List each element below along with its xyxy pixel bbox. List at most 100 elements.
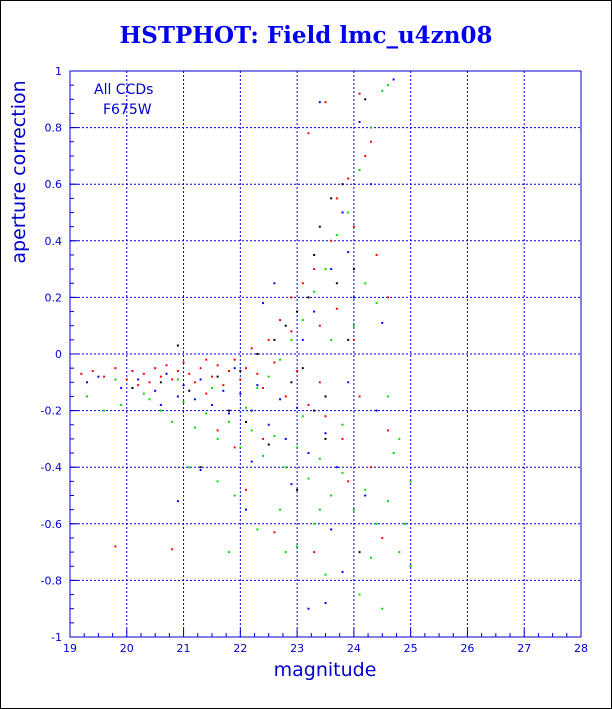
data-point <box>330 338 333 341</box>
data-point <box>347 211 350 214</box>
data-point <box>165 364 168 367</box>
data-point <box>318 225 321 228</box>
data-point <box>301 282 304 285</box>
x-tick-label: 27 <box>517 642 531 655</box>
axis-ticks: 19 20 21 22 23 24 25 26 27 28 1 0.8 0.6 0.4 0.2 0 -0.2 -0… <box>41 65 588 655</box>
data-point <box>290 338 293 341</box>
data-point <box>381 321 384 324</box>
data-point <box>324 268 327 271</box>
data-point <box>188 389 191 392</box>
data-point <box>222 384 225 387</box>
data-point <box>330 268 333 271</box>
data-point <box>347 381 350 384</box>
data-point <box>256 353 259 355</box>
data-point <box>250 409 253 412</box>
data-point <box>262 454 265 457</box>
x-tick-label: 26 <box>460 642 474 655</box>
data-point <box>148 398 151 401</box>
data-point <box>318 457 321 460</box>
data-point <box>352 296 355 299</box>
data-point <box>273 338 276 341</box>
data-point <box>369 126 372 129</box>
data-point <box>364 154 367 157</box>
data-point <box>199 469 202 472</box>
data-point <box>386 84 389 87</box>
data-point <box>307 296 310 299</box>
data-points <box>80 78 412 610</box>
data-point <box>341 570 344 573</box>
data-point <box>364 282 367 285</box>
data-point <box>284 395 287 398</box>
data-point <box>256 372 259 375</box>
data-point <box>239 369 242 372</box>
data-point <box>273 361 276 364</box>
data-point <box>245 420 248 423</box>
data-point <box>284 324 287 327</box>
data-point <box>369 140 372 143</box>
data-point <box>290 296 293 299</box>
data-point <box>279 319 282 322</box>
data-point <box>182 384 185 387</box>
data-point <box>330 528 333 531</box>
data-point <box>347 251 350 254</box>
data-point <box>409 565 412 568</box>
data-point <box>142 372 145 375</box>
data-point <box>307 477 310 480</box>
data-point <box>352 225 355 228</box>
data-point <box>364 488 367 491</box>
data-point <box>250 347 253 350</box>
data-point <box>296 369 299 372</box>
data-point <box>205 392 208 395</box>
x-tick-label: 22 <box>233 642 247 655</box>
y-tick-label: 0.8 <box>45 122 63 135</box>
data-point <box>210 403 213 406</box>
data-point <box>262 437 265 440</box>
data-point <box>80 372 83 375</box>
data-point <box>222 389 225 392</box>
data-point <box>358 395 361 398</box>
data-point <box>205 358 208 361</box>
data-point <box>381 89 384 92</box>
data-point <box>375 409 378 412</box>
data-point <box>142 392 145 395</box>
data-point <box>364 494 367 497</box>
data-point <box>245 508 248 511</box>
data-point <box>369 183 372 186</box>
data-point <box>330 494 333 497</box>
data-point <box>216 437 219 440</box>
data-point <box>171 378 174 381</box>
data-point <box>352 338 355 341</box>
data-point <box>403 522 406 525</box>
data-point <box>245 488 248 491</box>
data-point <box>125 378 128 381</box>
data-point <box>267 375 270 378</box>
data-point <box>324 395 327 398</box>
data-point <box>154 367 157 370</box>
data-point <box>159 409 162 412</box>
data-point <box>97 375 100 378</box>
data-point <box>279 358 282 361</box>
data-point <box>341 471 344 474</box>
data-point <box>313 522 316 525</box>
x-tick-label: 28 <box>574 642 588 655</box>
data-point <box>386 500 389 503</box>
data-point <box>256 386 259 389</box>
data-point <box>250 429 253 432</box>
data-point <box>335 307 338 310</box>
data-point <box>216 480 219 483</box>
data-point <box>279 398 282 401</box>
x-tick-label: 23 <box>290 642 304 655</box>
data-point <box>91 369 94 372</box>
data-point <box>375 522 378 525</box>
data-point <box>137 378 140 381</box>
data-point <box>199 466 202 469</box>
data-point <box>273 435 276 438</box>
data-point <box>352 324 355 327</box>
data-point <box>188 372 191 375</box>
data-point <box>165 372 168 375</box>
data-point <box>114 545 117 548</box>
data-point <box>86 381 89 384</box>
data-point <box>86 395 89 398</box>
data-point <box>279 508 282 511</box>
y-tick-label: -0.8 <box>41 574 62 587</box>
